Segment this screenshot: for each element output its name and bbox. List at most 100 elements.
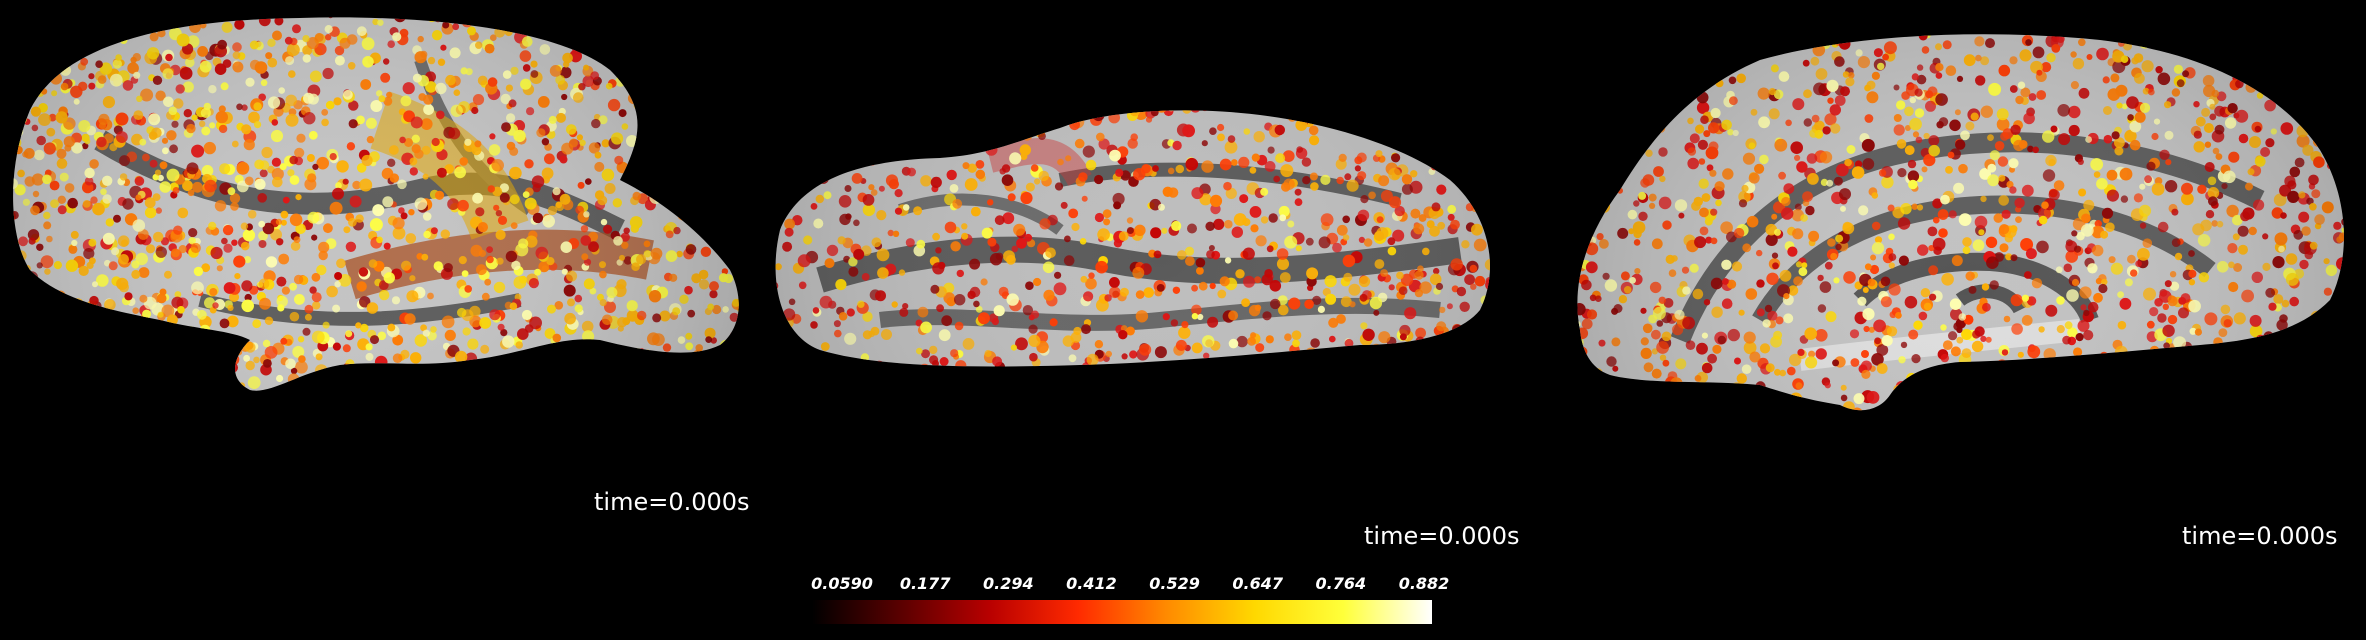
activation-dot bbox=[1498, 100, 1505, 107]
activation-dot bbox=[634, 178, 645, 189]
activation-dot bbox=[740, 167, 746, 173]
activation-dot bbox=[1352, 52, 1360, 60]
activation-dot bbox=[348, 403, 360, 415]
activation-dot bbox=[687, 64, 696, 73]
activation-dot bbox=[655, 366, 668, 380]
activation-dot bbox=[413, 385, 425, 391]
activation-dot bbox=[2091, 17, 2102, 28]
activation-dot bbox=[17, 296, 24, 304]
activation-dot bbox=[2294, 408, 2302, 411]
activation-dot bbox=[697, 9, 703, 15]
activation-dot bbox=[1462, 150, 1472, 161]
activation-dot bbox=[717, 41, 726, 49]
activation-dot bbox=[1415, 346, 1428, 359]
activation-dot bbox=[1149, 24, 1158, 33]
activation-dot bbox=[979, 47, 987, 55]
activation-dot bbox=[537, 411, 544, 418]
activation-dot bbox=[2328, 109, 2337, 118]
activation-dot bbox=[2034, 403, 2044, 411]
activation-dot bbox=[122, 315, 132, 326]
activation-dot bbox=[1584, 34, 1597, 38]
activation-dot bbox=[730, 369, 739, 381]
activation-dot bbox=[479, 5, 489, 15]
activation-dot bbox=[1230, 14, 1241, 25]
activation-dot bbox=[1406, 136, 1415, 145]
activation-dot bbox=[1350, 113, 1361, 124]
activation-dot bbox=[2121, 394, 2131, 403]
activation-dot bbox=[184, 2, 197, 15]
activation-dot bbox=[25, 76, 34, 85]
activation-dot bbox=[2341, 78, 2344, 90]
activation-dot bbox=[20, 57, 30, 67]
activation-dot bbox=[691, 391, 699, 399]
activation-dot bbox=[13, 366, 15, 376]
activation-dot bbox=[74, 1, 85, 12]
activation-dot bbox=[852, 65, 865, 78]
activation-dot bbox=[2193, 401, 2203, 411]
activation-dot bbox=[778, 325, 788, 335]
activation-dot bbox=[1800, 403, 1812, 411]
activation-dot bbox=[1003, 84, 1011, 92]
activation-dot bbox=[645, 373, 655, 383]
activation-dot bbox=[604, 17, 616, 30]
activation-dot bbox=[338, 382, 349, 391]
activation-dot bbox=[69, 311, 79, 320]
activation-dot bbox=[40, 362, 49, 371]
activation-dot bbox=[1200, 110, 1210, 112]
activation-dot bbox=[2206, 389, 2217, 401]
activation-dot bbox=[2057, 374, 2069, 386]
activation-dot bbox=[1628, 399, 1641, 411]
activation-dot bbox=[906, 385, 915, 394]
activation-dot bbox=[1569, 171, 1578, 180]
activation-dot bbox=[1560, 116, 1570, 126]
activation-dot bbox=[1197, 42, 1209, 54]
activation-dot bbox=[1073, 53, 1082, 62]
activation-dot bbox=[1577, 374, 1580, 388]
activation-dot bbox=[1970, 393, 1983, 407]
activation-dot bbox=[1260, 42, 1270, 52]
activation-dot bbox=[1529, 29, 1536, 36]
activation-dot bbox=[1584, 34, 1596, 45]
activation-dot bbox=[1484, 220, 1491, 230]
activation-dot bbox=[1089, 76, 1101, 88]
activation-dot bbox=[978, 0, 985, 7]
activation-dot bbox=[1200, 65, 1208, 73]
activation-dot bbox=[91, 380, 99, 389]
activation-dot bbox=[349, 413, 361, 425]
activation-dot bbox=[1678, 83, 1690, 96]
activation-dot bbox=[915, 0, 922, 5]
activation-dot bbox=[1645, 11, 1658, 24]
activation-dot bbox=[2275, 391, 2287, 404]
activation-dot bbox=[1263, 110, 1273, 114]
activation-dot bbox=[1354, 99, 1361, 106]
activation-dot bbox=[499, 400, 506, 407]
activation-dot bbox=[2316, 40, 2326, 49]
activation-dot bbox=[2321, 51, 2334, 64]
activation-dot bbox=[1521, 208, 1530, 217]
activation-dot bbox=[1526, 336, 1534, 344]
activation-dot bbox=[1448, 0, 1459, 9]
activation-dot bbox=[1422, 384, 1429, 391]
activation-dot bbox=[632, 347, 643, 358]
activation-dot bbox=[1350, 57, 1358, 65]
activation-dot bbox=[842, 364, 853, 367]
activation-dot bbox=[76, 408, 89, 421]
activation-dot bbox=[94, 415, 104, 425]
activation-dot bbox=[2208, 345, 2217, 354]
activation-dot bbox=[945, 84, 952, 91]
activation-dot bbox=[2, 177, 11, 186]
activation-dot bbox=[1243, 81, 1251, 89]
activation-dot bbox=[1277, 393, 1284, 400]
activation-dot bbox=[157, 350, 169, 362]
activation-dot bbox=[1086, 33, 1098, 45]
activation-dot bbox=[146, 17, 157, 19]
activation-dot bbox=[1208, 373, 1218, 383]
activation-dot bbox=[1424, 49, 1430, 55]
activation-dot bbox=[613, 372, 623, 383]
activation-dot bbox=[24, 402, 31, 409]
activation-dot bbox=[884, 51, 893, 60]
activation-dot bbox=[27, 327, 39, 339]
activation-dot bbox=[806, 152, 820, 165]
activation-dot bbox=[24, 2, 37, 15]
activation-dot bbox=[1544, 315, 1551, 322]
